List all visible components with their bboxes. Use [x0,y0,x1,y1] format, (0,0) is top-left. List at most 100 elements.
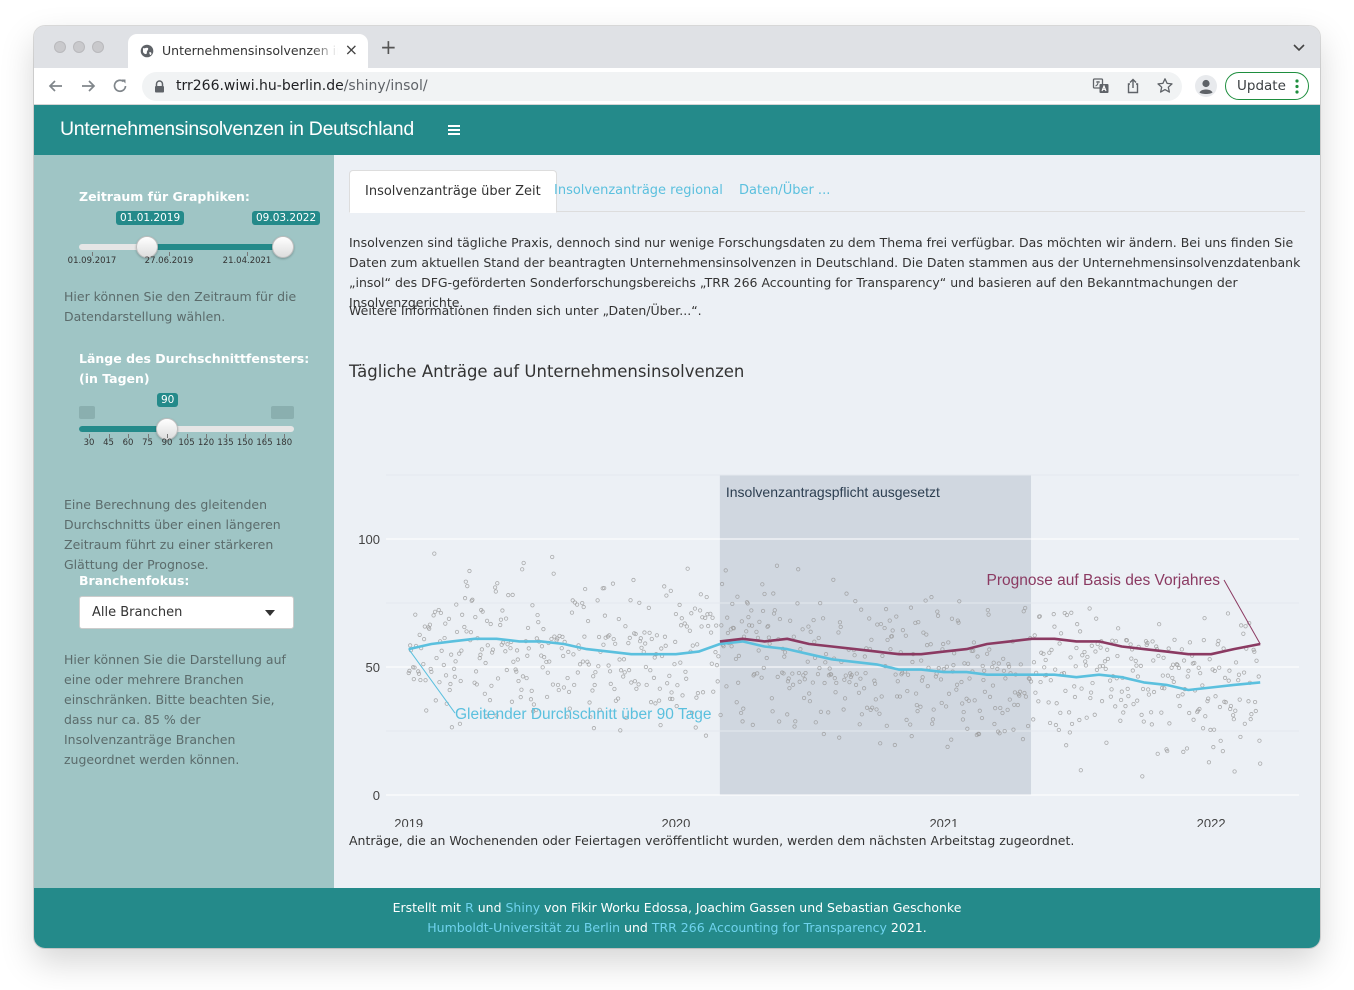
daily-count-point [636,682,641,687]
daily-count-point [699,624,704,629]
trr266-link[interactable]: TRR 266 Accounting for Transparency [651,920,887,935]
translate-icon[interactable] [1092,77,1110,95]
browser-tab[interactable]: Unternehmensinsolvenzen in Deutschland × [128,34,368,68]
profile-avatar-icon[interactable] [1194,74,1218,98]
daily-count-point [1151,689,1157,695]
daily-count-point [1033,690,1038,695]
daily-count-point [697,608,703,613]
intro-text: Insolvenzen sind tägliche Praxis, dennoc… [349,235,1301,310]
daily-count-point [606,663,611,668]
daily-count-point [837,735,842,740]
new-tab-button[interactable]: + [380,35,397,59]
window-length-slider[interactable]: 90 30 45 60 75 90 105 120 135 150 165 180 [79,393,294,454]
slider-handle-from[interactable] [136,236,158,258]
daily-count-point [1042,665,1047,670]
r-link[interactable]: R [465,900,474,915]
daily-count-point [618,728,623,733]
daily-count-point [1015,702,1020,708]
window-length-help: Eine Berechnung des gleitenden Durchschn… [64,497,281,572]
slider-tick-label: 21.04.2021 [222,256,272,266]
daily-count-point [627,635,632,641]
daily-count-point [842,677,847,682]
daily-count-point [938,677,944,682]
share-icon[interactable] [1124,77,1142,95]
daily-count-point [528,697,534,702]
slider-handle[interactable] [156,418,178,440]
moving-average-annotation-label: Gleitender Durchschnitt über 90 Tage [455,706,711,723]
tab-regional[interactable]: Insolvenzanträge regional [554,183,723,198]
daily-count-point [407,668,412,673]
reload-icon[interactable] [110,76,130,96]
daily-count-point [730,601,735,607]
slider-track[interactable] [79,426,294,432]
daily-count-point [1021,609,1026,614]
daily-count-point [739,619,744,624]
daily-count-point [949,616,955,621]
daily-count-point [454,629,460,635]
daily-count-point [1186,668,1191,673]
daily-count-point [1079,686,1084,691]
daily-count-point [525,653,530,658]
chevron-down-icon[interactable] [1292,40,1306,54]
daily-count-point [993,706,998,711]
daily-count-point [990,683,996,688]
daily-count-point [1236,672,1242,677]
update-button[interactable]: Update [1225,72,1309,100]
daily-count-point [529,688,534,693]
minimize-window-dot[interactable] [73,41,85,53]
daily-count-point [561,653,566,659]
forward-arrow-icon[interactable] [78,76,98,96]
daily-count-point [695,642,700,647]
daily-count-point [785,679,791,684]
url-field[interactable]: trr266.wiwi.hu-berlin.de/shiny/insol/ [142,72,1182,101]
slider-handle-to[interactable] [272,236,294,258]
daily-count-point [473,614,478,620]
date-range-slider[interactable]: 01.01.2019 09.03.2022 01.09.2017 27.06.2… [68,211,321,272]
tab-title: Unternehmensinsolvenzen in Deutschland [162,43,338,58]
daily-count-point [506,593,511,598]
daily-count-point [1064,743,1069,748]
close-tab-icon[interactable]: × [344,40,358,59]
daily-count-point [820,616,826,621]
daily-count-point [1094,667,1100,672]
daily-count-point [503,616,509,621]
shiny-link[interactable]: Shiny [505,900,541,915]
daily-count-point [1213,694,1218,699]
daily-count-point [652,655,657,660]
hu-berlin-link[interactable]: Humboldt-Universität zu Berlin [427,920,621,935]
daily-count-point [823,660,828,665]
daily-count-point [782,650,788,655]
daily-count-point [462,596,468,601]
daily-count-point [924,632,929,637]
back-arrow-icon[interactable] [46,76,66,96]
hamburger-menu-icon[interactable] [448,123,462,137]
daily-count-point [434,655,439,661]
insolvency-chart[interactable]: Insolvenzantragspflicht ausgesetzt 0 50 100… [334,387,1320,827]
tab-over-time[interactable]: Insolvenzanträge über Zeit [349,170,557,213]
daily-count-point [552,634,557,639]
daily-count-point [1248,717,1253,722]
daily-count-point [612,686,617,692]
daily-count-point [493,589,498,594]
star-icon[interactable] [1156,77,1174,95]
daily-count-point [1140,686,1146,692]
daily-count-point [1063,688,1068,693]
footer-institutions: Humboldt-Universität zu Berlin und TRR 2… [427,920,927,935]
daily-count-point [1187,710,1192,716]
branch-select[interactable]: Alle Branchen [79,596,294,629]
daily-count-point [949,737,954,742]
daily-count-point [1036,699,1041,704]
suspension-period-band [719,475,1032,795]
daily-count-point [723,568,728,573]
tab-data-about[interactable]: Daten/Über ... [739,183,831,198]
slider-tick [225,434,227,438]
close-window-dot[interactable] [54,41,66,53]
daily-count-point [1097,664,1102,669]
daily-count-point [843,673,848,678]
daily-count-point [524,675,529,681]
daily-count-point [797,679,802,684]
y-tick-label: 0 [373,788,380,803]
daily-count-point [1080,653,1085,658]
daily-count-point [1162,686,1167,691]
zoom-window-dot[interactable] [92,41,104,53]
